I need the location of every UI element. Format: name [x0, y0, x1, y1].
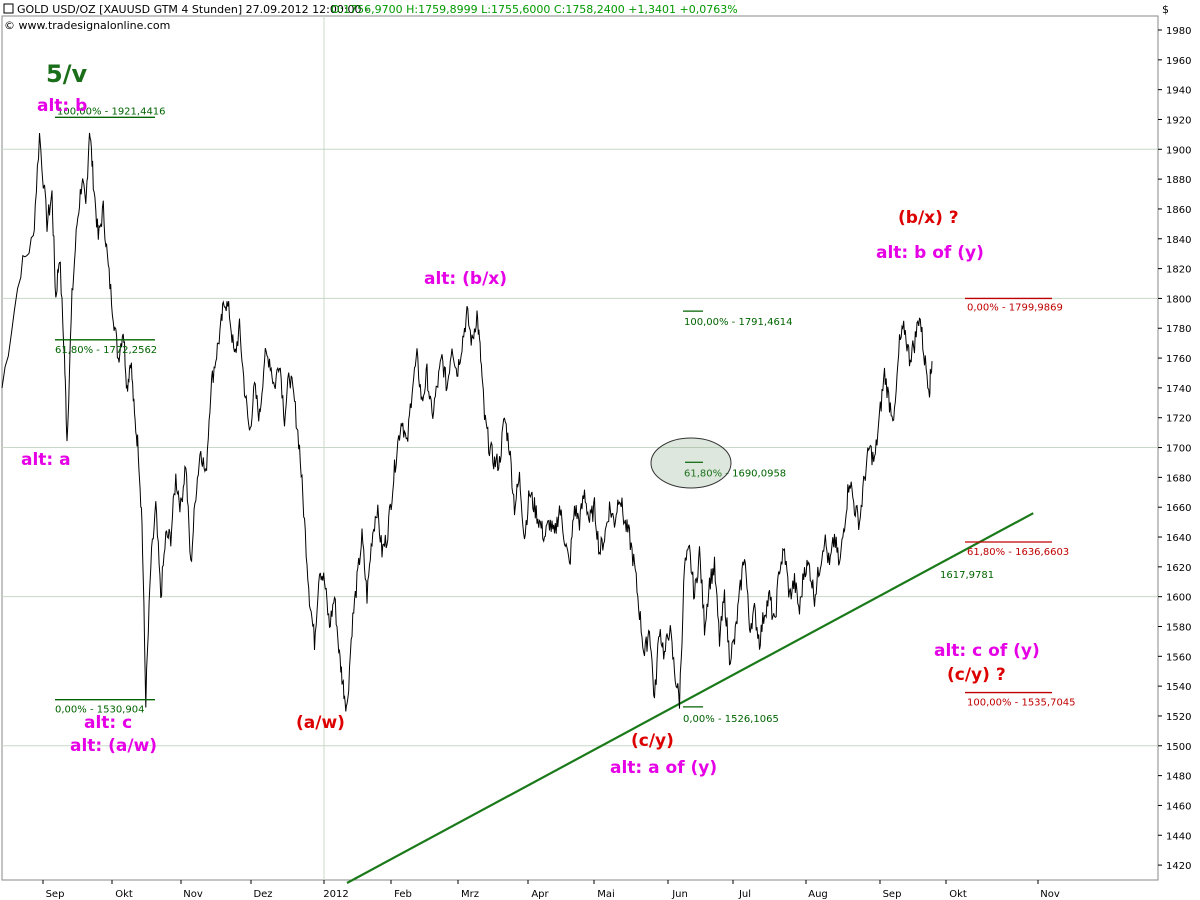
price-line	[1, 132, 933, 712]
fib-label: 100,00% - 1921,4416	[57, 106, 166, 117]
y-tick-label: 1800	[1166, 294, 1191, 305]
wave-annotations: 5/v alt: b alt: a alt: c alt: (a/w) (a/w) alt:…	[21, 60, 1040, 778]
y-tick-label: 1880	[1166, 175, 1191, 186]
wave-label: alt: c	[84, 713, 132, 733]
wave-label: alt: b	[37, 96, 87, 116]
chart-title: GOLD USD/OZ [XAUUSD GTM 4 Stunden] 27.09…	[17, 3, 369, 16]
y-tick-label: 1840	[1166, 235, 1191, 246]
y-tick-label: 1680	[1166, 473, 1191, 484]
y-tick-label: 1480	[1166, 772, 1191, 783]
ohlc-readout: O:1756,9700 H:1759,8999 L:1755,6000 C:17…	[331, 3, 738, 16]
highlight-ellipse	[650, 437, 732, 489]
currency-symbol: $	[1162, 3, 1169, 16]
y-tick-label: 1640	[1166, 533, 1191, 544]
y-tick-label: 1820	[1166, 265, 1191, 276]
fib-label: 100,00% - 1535,7045	[967, 698, 1076, 709]
x-tick-label: Okt	[949, 889, 967, 900]
fib-label: 0,00% - 1530,904	[55, 705, 144, 716]
y-tick-label: 1940	[1166, 86, 1191, 97]
fib-label: 100,00% - 1791,4614	[684, 317, 793, 328]
x-tick-label: Jul	[738, 889, 751, 900]
x-tick-label: 2012	[323, 889, 348, 900]
wave-label: (c/y) ?	[947, 665, 1006, 685]
x-tick-label: Sep	[883, 889, 902, 900]
y-tick-label: 1980	[1166, 26, 1191, 37]
trendline-layer	[346, 512, 1034, 884]
y-tick-label: 1960	[1166, 56, 1191, 67]
wave-label: alt: (b/x)	[424, 269, 507, 289]
y-tick-label: 1520	[1166, 712, 1191, 723]
wave-label: alt: a of (y)	[610, 758, 717, 778]
y-tick-label: 1620	[1166, 563, 1191, 574]
x-tick-label: Mrz	[461, 889, 479, 900]
support-trendline	[346, 512, 1034, 884]
fib-label: 61,80% - 1636,6603	[967, 547, 1069, 558]
fib-label: 0,00% - 1799,9869	[967, 302, 1063, 313]
wave-label: alt: b of (y)	[876, 243, 984, 263]
y-tick-label: 1540	[1166, 682, 1191, 693]
x-tick-label: Apr	[531, 889, 549, 900]
y-tick-label: 1860	[1166, 205, 1191, 216]
y-tick-label: 1440	[1166, 831, 1191, 842]
wave-label: (a/w)	[296, 713, 345, 733]
y-tick-label: 1560	[1166, 652, 1191, 663]
wave-label: 5/v	[46, 60, 87, 88]
wave-label: alt: c of (y)	[934, 641, 1040, 661]
wave-label: alt: (a/w)	[70, 736, 157, 756]
x-tick-label: Nov	[183, 889, 203, 900]
y-tick-label: 1900	[1166, 145, 1191, 156]
wave-label: (b/x) ?	[898, 208, 959, 228]
wave-label: alt: a	[21, 450, 71, 470]
x-tick-label: Okt	[115, 889, 133, 900]
y-tick-label: 1500	[1166, 742, 1191, 753]
price-series-layer	[1, 132, 933, 712]
y-tick-label: 1760	[1166, 354, 1191, 365]
y-tick-label: 1420	[1166, 861, 1191, 872]
y-tick-label: 1740	[1166, 384, 1191, 395]
fib-label: 61,80% - 1690,0958	[684, 468, 786, 479]
y-tick-label: 1460	[1166, 801, 1191, 812]
wave-label: (c/y)	[631, 731, 674, 751]
fib-label: 61,80% - 1772,2562	[55, 345, 157, 356]
fib-label: 0,00% - 1526,1065	[683, 714, 779, 725]
y-tick-label: 1660	[1166, 503, 1191, 514]
axes: 1420 1440 1460 1480 1500 1520 1540 1560 1580 1600…	[42, 26, 1191, 900]
x-tick-label: Jun	[671, 889, 688, 900]
y-tick-label: 1920	[1166, 115, 1191, 126]
collapse-box-icon[interactable]	[3, 3, 14, 14]
trendline-value-label: 1617,9781	[940, 570, 994, 581]
y-tick-label: 1700	[1166, 444, 1191, 455]
fibonacci-levels: 100,00% - 1921,4416 61,80% - 1772,2562 0,0…	[55, 106, 1076, 725]
x-tick-label: Sep	[46, 889, 65, 900]
y-tick-label: 1720	[1166, 414, 1191, 425]
copyright-text: © www.tradesignalonline.com	[4, 19, 170, 32]
x-tick-label: Aug	[808, 889, 828, 900]
y-tick-label: 1580	[1166, 622, 1191, 633]
y-tick-label: 1780	[1166, 324, 1191, 335]
x-tick-label: Nov	[1040, 889, 1060, 900]
x-tick-label: Dez	[253, 889, 272, 900]
x-tick-label: Feb	[394, 889, 412, 900]
y-tick-label: 1600	[1166, 593, 1191, 604]
x-tick-label: Mai	[597, 889, 615, 900]
